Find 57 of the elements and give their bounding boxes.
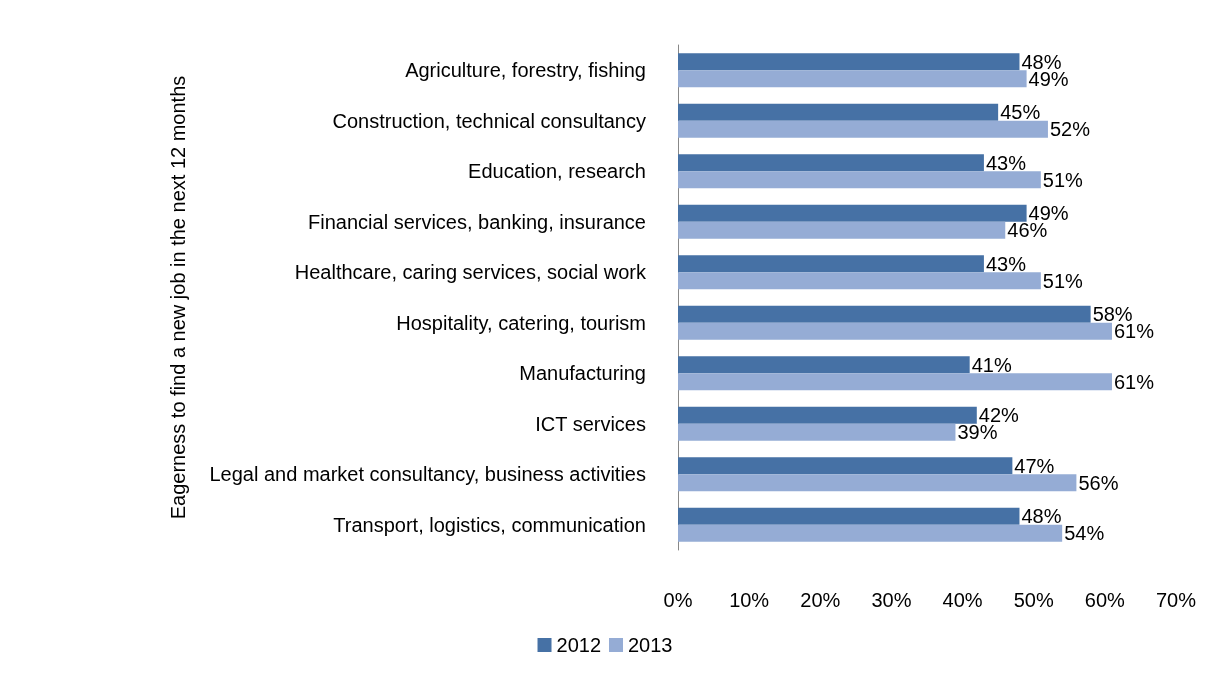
y-tick-label: Hospitality, catering, tourism: [396, 311, 646, 334]
x-tick-label: 10%: [729, 589, 770, 611]
bar: [678, 524, 1063, 542]
data-label: 43%: [985, 151, 1027, 174]
y-tick-label: Agriculture, forestry, fishing: [405, 59, 646, 82]
bar: [678, 221, 1006, 239]
data-label: 48%: [1021, 50, 1062, 73]
bar: [678, 154, 984, 172]
legend-label: 2013: [628, 634, 673, 656]
bar: [678, 423, 956, 441]
bar: [678, 322, 1112, 340]
bar: [678, 272, 1041, 290]
bar: [678, 507, 1020, 525]
bar: [678, 120, 1048, 138]
bar: [678, 474, 1077, 492]
data-label: 43%: [985, 252, 1027, 275]
data-label: 52%: [1049, 118, 1091, 141]
bar: [678, 171, 1041, 189]
bar: [678, 373, 1112, 391]
data-label: 46%: [1007, 219, 1048, 242]
bar: [678, 204, 1027, 222]
legend-label: 2012: [556, 634, 602, 656]
y-tick-label: Legal and market consultancy, business activities: [209, 463, 646, 486]
y-tick-label: Financial services, banking, insurance: [308, 210, 646, 233]
bar: [678, 305, 1091, 323]
x-tick-label: 60%: [1084, 589, 1126, 611]
data-label: 54%: [1064, 522, 1105, 545]
bar: [678, 406, 977, 424]
x-tick-label: 20%: [800, 589, 841, 611]
data-label: 41%: [971, 353, 1012, 376]
data-label: 51%: [1042, 269, 1084, 292]
y-tick-label: Transport, logistics, communication: [333, 513, 646, 536]
data-label: 39%: [957, 421, 998, 444]
data-label: 45%: [1000, 101, 1041, 124]
bar: [678, 53, 1020, 71]
y-tick-label: Manufacturing: [519, 362, 646, 385]
bar: [678, 457, 1013, 475]
bar: [678, 70, 1027, 88]
data-label: 61%: [1113, 370, 1155, 393]
x-tick-label: 40%: [942, 589, 983, 611]
x-tick-label: 70%: [1155, 589, 1197, 611]
data-label: 51%: [1042, 168, 1084, 191]
y-axis-title: Eagerness to find a new job in the next 12 months: [167, 75, 189, 520]
data-label: 61%: [1113, 320, 1155, 343]
x-tick-label: 30%: [871, 589, 912, 611]
data-label: 47%: [1014, 454, 1055, 477]
x-tick-label: 50%: [1013, 589, 1054, 611]
y-tick-label: Construction, technical consultancy: [332, 109, 646, 132]
data-label: 56%: [1078, 471, 1119, 494]
bar: [678, 103, 999, 121]
data-label: 48%: [1021, 505, 1062, 528]
x-tick-label: 0%: [663, 589, 693, 611]
y-tick-label: Healthcare, caring services, social work: [294, 261, 647, 284]
y-tick-label: Education, research: [468, 160, 646, 183]
y-tick-label: ICT services: [535, 412, 646, 435]
bar: [678, 255, 984, 273]
bar: [678, 356, 970, 374]
